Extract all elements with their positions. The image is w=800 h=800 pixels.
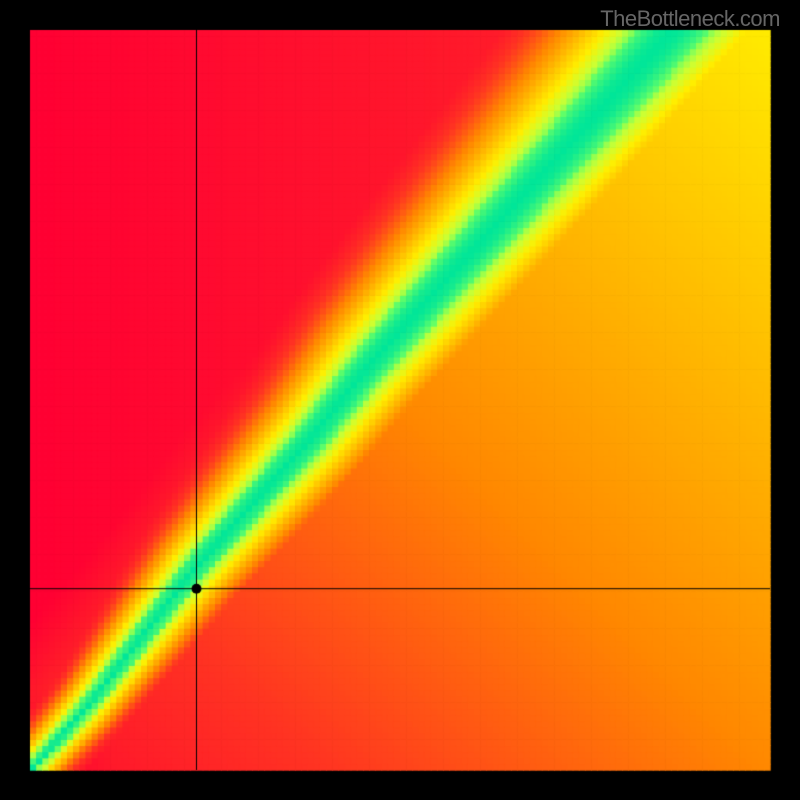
figure-container: TheBottleneck.com (0, 0, 800, 800)
bottleneck-heatmap (0, 0, 800, 800)
watermark-text: TheBottleneck.com (600, 6, 780, 32)
